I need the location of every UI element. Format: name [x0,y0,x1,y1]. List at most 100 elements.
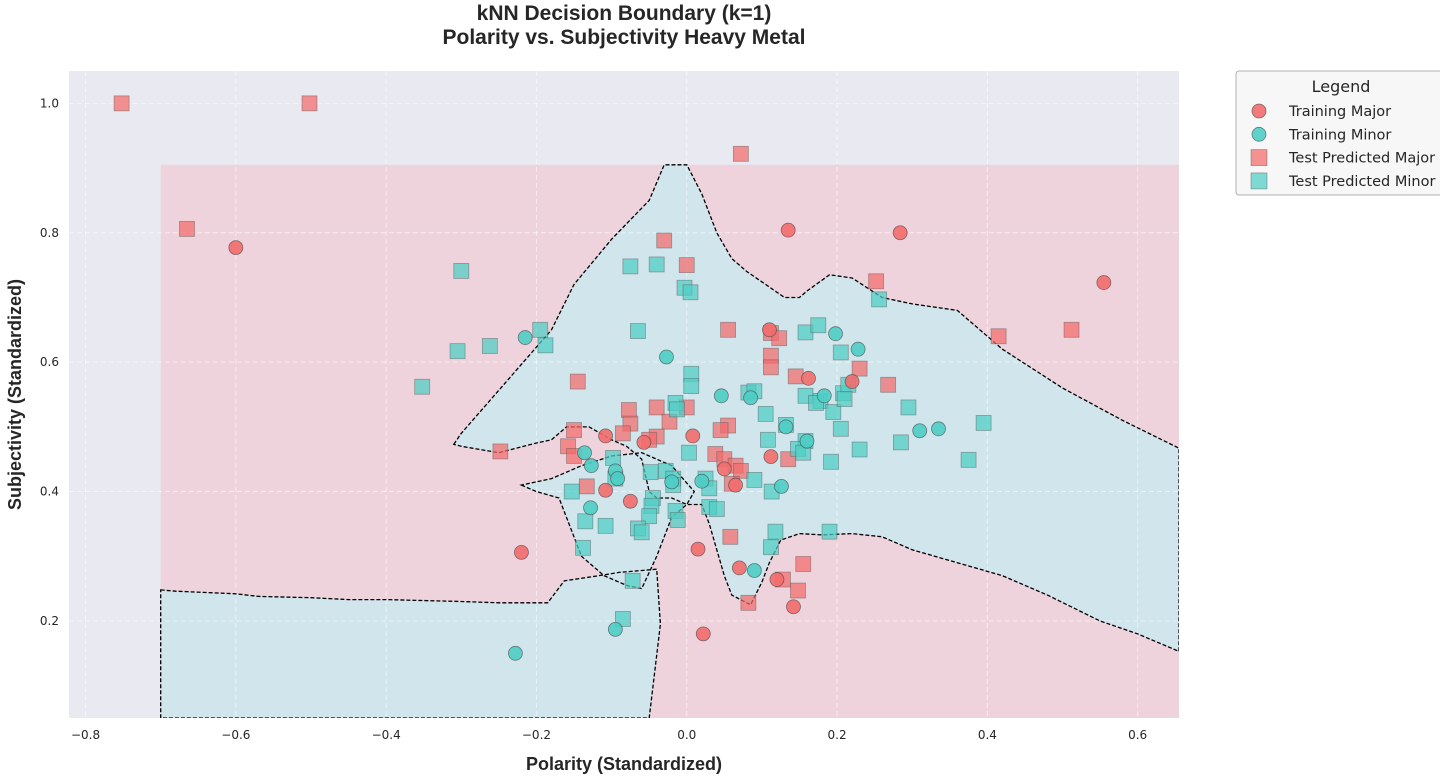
x-axis-label: Polarity (Standardized) [526,754,722,774]
legend-marker-training-major [1251,103,1267,119]
legend-entry-label: Test Predicted Minor [1288,174,1435,190]
x-tick-label: −0.4 [372,728,401,742]
y-tick-label: 1.0 [40,96,59,110]
legend-marker-test-predicted-major [1250,149,1268,167]
test-predicted-minor-point [642,464,659,481]
training-major-point [636,434,652,450]
boundary-line-2 [452,164,1179,653]
test-predicted-major-point [732,462,749,479]
test-predicted-major-point [763,359,779,376]
training-minor-point [659,349,674,365]
test-predicted-minor-point [760,431,776,448]
training-minor-point [816,388,832,404]
training-minor-point [850,341,866,357]
test-predicted-minor-point [821,523,838,540]
legend-marker-training-minor [1251,126,1267,142]
test-predicted-minor-point [648,256,665,273]
region-minor-1 [160,569,661,718]
test-predicted-minor-point [575,539,591,556]
data-points [113,95,1112,661]
test-predicted-major-point [787,368,804,385]
x-tick-label: −0.8 [71,728,100,742]
x-axis-ticks: −0.8 −0.6 −0.4 −0.2 0.0 0.2 0.4 0.6 [71,728,1147,742]
test-predicted-major-point [790,582,806,599]
test-predicted-major-point [113,95,130,112]
test-predicted-major-point [720,321,736,338]
y-tick-label: 0.6 [40,355,59,369]
test-predicted-major-point [795,556,812,572]
test-predicted-minor-point [810,317,827,334]
training-major-point [716,461,732,477]
test-predicted-minor-point [763,539,779,556]
legend-marker-test-predicted-minor [1250,172,1268,190]
test-predicted-minor-point [641,508,658,525]
test-predicted-major-point [990,328,1007,345]
y-tick-label: 0.2 [40,614,59,628]
test-predicted-major-point [656,232,673,249]
test-predicted-minor-point [633,524,650,541]
test-predicted-minor-point [414,378,431,395]
training-minor-point [508,645,523,661]
test-predicted-minor-point [900,399,917,416]
training-major-point [622,493,638,509]
training-minor-point [694,473,710,489]
training-minor-point [517,330,533,345]
test-predicted-major-point [732,145,749,162]
test-predicted-minor-point [681,444,697,461]
test-predicted-major-point [569,373,586,390]
test-predicted-major-point [722,528,739,545]
test-predicted-major-point [868,273,885,290]
training-minor-point [828,326,843,342]
test-predicted-major-point [301,95,318,112]
training-minor-point [664,474,680,490]
training-minor-point [778,419,794,435]
training-minor-point [931,421,946,437]
test-predicted-minor-point [537,337,554,354]
x-tick-label: −0.6 [221,728,250,742]
training-major-point [695,626,711,642]
test-predicted-minor-point [614,611,631,627]
test-predicted-minor-point [767,523,784,540]
test-predicted-major-point [179,220,195,237]
test-predicted-minor-point [683,378,700,394]
training-major-point [598,428,613,444]
training-major-point [801,370,816,386]
training-minor-point [912,423,928,439]
training-minor-point [577,445,592,461]
y-axis-label: Subjectivity (Standardized) [5,279,25,510]
test-predicted-major-point [880,376,897,393]
x-tick-label: 0.6 [1128,728,1147,742]
training-minor-point [583,500,598,516]
training-minor-point [774,478,789,494]
test-predicted-minor-point [871,291,888,308]
plot-area [69,71,1179,718]
test-predicted-major-point [620,402,637,418]
test-predicted-minor-point [624,572,641,589]
test-predicted-minor-point [577,513,594,530]
x-tick-label: −0.2 [522,728,551,742]
test-predicted-minor-point [823,453,839,470]
training-minor-point [799,433,815,449]
training-minor-point [607,621,623,637]
training-major-point [690,541,706,557]
chart-subtitle: Polarity vs. Subjectivity Heavy Metal [443,26,806,49]
training-major-point [731,560,747,576]
training-minor-point [610,471,626,487]
training-major-point [786,599,801,615]
test-predicted-major-point [578,478,595,495]
training-major-point [685,428,701,444]
test-predicted-minor-point [682,284,699,301]
test-predicted-minor-point [669,401,685,418]
test-predicted-major-point [1063,321,1080,338]
legend: Legend Training Major Training Minor Test … [1235,70,1440,196]
test-predicted-minor-point [708,501,725,517]
test-predicted-minor-point [851,441,868,458]
test-predicted-major-point [492,443,509,460]
grid-lines [69,71,1179,718]
test-predicted-minor-point [893,434,909,451]
training-minor-point [713,388,729,404]
test-predicted-minor-point [449,343,466,360]
test-predicted-minor-point [453,263,470,279]
x-tick-label: 0.2 [828,728,847,742]
